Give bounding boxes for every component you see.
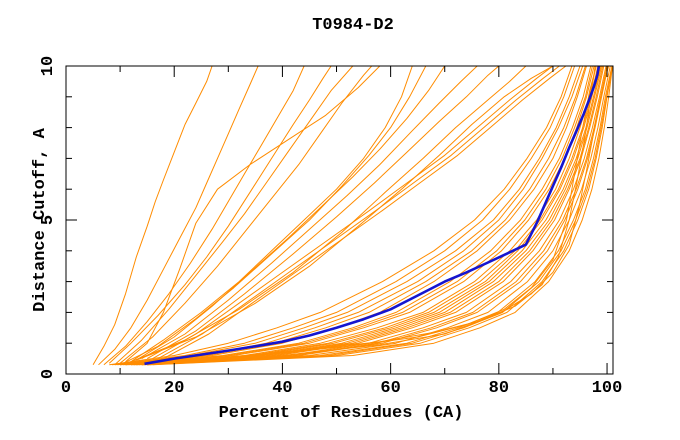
model-curve <box>120 66 586 366</box>
x-tick-label: 60 <box>380 379 400 398</box>
curves-layer <box>92 66 613 366</box>
highlighted-model-curve <box>144 66 601 366</box>
x-tick-label: 100 <box>592 379 623 398</box>
model-curve <box>92 66 213 366</box>
model-curve <box>119 66 427 366</box>
model-curve <box>119 66 373 364</box>
model-curve <box>103 66 305 366</box>
y-tick-label: 10 <box>39 56 58 76</box>
model-curve <box>111 66 576 366</box>
model-curve <box>125 66 593 366</box>
model-curve <box>109 66 573 366</box>
x-tick-label: 0 <box>61 379 71 398</box>
model-curve <box>149 66 613 366</box>
model-curve <box>136 66 605 366</box>
model-curve <box>108 66 332 364</box>
x-axis-label: Percent of Residues (CA) <box>219 404 464 423</box>
model-curve <box>130 66 527 363</box>
x-tick-label: 20 <box>164 379 184 398</box>
model-curve <box>125 66 381 363</box>
model-curve <box>147 66 597 366</box>
model-curve <box>120 66 587 366</box>
model-curve <box>133 66 603 366</box>
model-curve <box>152 66 610 365</box>
x-tick-label: 80 <box>489 379 509 398</box>
x-tick-label: 40 <box>272 379 292 398</box>
model-curve <box>144 66 611 366</box>
model-curve <box>130 66 413 363</box>
y-tick-label: 5 <box>39 215 58 225</box>
y-axis-label: Distance Cutoff, A <box>31 127 50 311</box>
y-tick-label: 0 <box>39 369 58 379</box>
model-curve <box>130 66 600 366</box>
model-curve <box>128 66 597 366</box>
axes-layer: 0 20 40 60 80 100 0 5 10 <box>39 56 622 398</box>
model-curve <box>136 66 446 361</box>
model-curve <box>98 66 259 366</box>
model-curve <box>136 66 604 366</box>
model-curve <box>157 66 560 360</box>
model-curve <box>141 66 478 360</box>
model-curve <box>147 66 613 366</box>
model-curve <box>152 66 613 366</box>
model-curve <box>163 66 567 360</box>
model-curve <box>117 66 581 366</box>
model-curve <box>147 66 613 366</box>
model-curve <box>138 66 607 366</box>
model-curve <box>141 66 608 366</box>
chart-title: T0984-D2 <box>312 16 394 35</box>
model-curve <box>146 66 500 360</box>
model-curve <box>122 66 592 366</box>
model-curve <box>152 66 554 360</box>
